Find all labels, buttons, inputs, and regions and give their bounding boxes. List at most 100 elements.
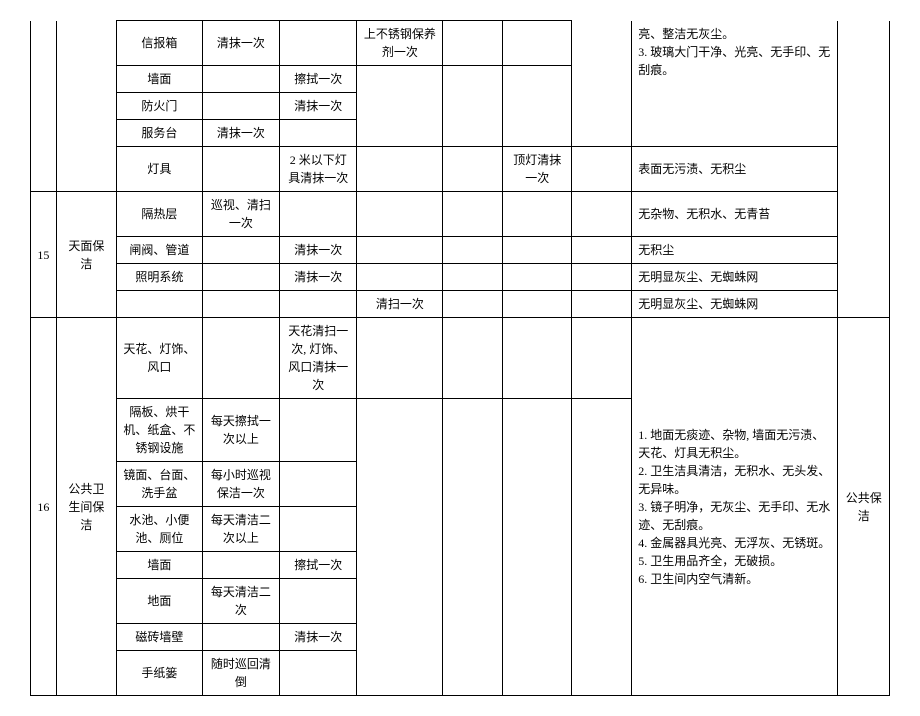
cell	[202, 147, 279, 192]
table-row: 16 公共卫生间保洁 天花、灯饰、风口 天花清扫一次, 灯饰、风口清抹一次 1.…	[31, 318, 890, 399]
cell	[443, 264, 503, 291]
cell	[503, 291, 572, 318]
cell	[280, 651, 357, 696]
cell: 表面无污渍、无积尘	[632, 147, 838, 192]
cell: 墙面	[116, 66, 202, 93]
cell	[280, 507, 357, 552]
cell	[572, 147, 632, 192]
cell	[838, 21, 890, 318]
cell: 1. 地面无痰迹、杂物, 墙面无污渍、天花、灯具无积尘。 2. 卫生洁具清洁，无…	[632, 318, 838, 696]
cell	[202, 264, 279, 291]
cell	[572, 264, 632, 291]
cell	[443, 237, 503, 264]
cell	[357, 66, 443, 147]
cell: 每天清洁二次	[202, 579, 279, 624]
cell	[280, 21, 357, 66]
cell: 公共保洁	[838, 318, 890, 696]
cell	[503, 264, 572, 291]
cleaning-schedule-table: 信报箱 清抹一次 上不锈钢保养剂一次 亮、整洁无灰尘。 3. 玻璃大门干净、光亮…	[30, 20, 890, 696]
cell	[116, 291, 202, 318]
cell: 磁砖墙壁	[116, 624, 202, 651]
cell: 无明显灰尘、无蜘蛛网	[632, 264, 838, 291]
cell: 公共卫生间保洁	[56, 318, 116, 696]
cell	[572, 237, 632, 264]
cell	[443, 147, 503, 192]
cell	[280, 579, 357, 624]
cell	[56, 21, 116, 192]
cell	[280, 291, 357, 318]
cell: 随时巡回清倒	[202, 651, 279, 696]
table-row: 信报箱 清抹一次 上不锈钢保养剂一次 亮、整洁无灰尘。 3. 玻璃大门干净、光亮…	[31, 21, 890, 66]
cell: 上不锈钢保养剂一次	[357, 21, 443, 66]
cell: 闸阀、管道	[116, 237, 202, 264]
cell: 信报箱	[116, 21, 202, 66]
cell: 服务台	[116, 120, 202, 147]
cell: 天花、灯饰、风口	[116, 318, 202, 399]
table-row: 闸阀、管道 清抹一次 无积尘	[31, 237, 890, 264]
cell	[572, 21, 632, 147]
cell	[443, 66, 503, 147]
cell: 清抹一次	[202, 120, 279, 147]
cell	[202, 318, 279, 399]
cell	[202, 237, 279, 264]
cell: 每天擦拭一次以上	[202, 399, 279, 462]
cell: 每天清洁二次以上	[202, 507, 279, 552]
cell: 无杂物、无积水、无青苔	[632, 192, 838, 237]
cell	[443, 291, 503, 318]
cell	[443, 318, 503, 399]
table-row: 清扫一次 无明显灰尘、无蜘蛛网	[31, 291, 890, 318]
cell: 水池、小便池、厕位	[116, 507, 202, 552]
cell: 擦拭一次	[280, 66, 357, 93]
cell: 防火门	[116, 93, 202, 120]
cell	[202, 624, 279, 651]
cell: 手纸篓	[116, 651, 202, 696]
cell: 清抹一次	[280, 93, 357, 120]
cell	[202, 291, 279, 318]
cell	[280, 399, 357, 462]
cell	[503, 66, 572, 147]
cell	[357, 147, 443, 192]
cell	[572, 192, 632, 237]
cell: 隔热层	[116, 192, 202, 237]
cell	[357, 318, 443, 399]
cell: 清抹一次	[280, 264, 357, 291]
cell: 清抹一次	[280, 237, 357, 264]
cell: 无明显灰尘、无蜘蛛网	[632, 291, 838, 318]
cell	[572, 291, 632, 318]
cell: 清抹一次	[202, 21, 279, 66]
cell: 顶灯清抹一次	[503, 147, 572, 192]
cell: 巡视、清扫一次	[202, 192, 279, 237]
cell: 镜面、台面、洗手盆	[116, 462, 202, 507]
table-row: 灯具 2 米以下灯具清抹一次 顶灯清抹一次 表面无污渍、无积尘	[31, 147, 890, 192]
cell: 2 米以下灯具清抹一次	[280, 147, 357, 192]
cell: 清扫一次	[357, 291, 443, 318]
cell: 墙面	[116, 552, 202, 579]
cell: 擦拭一次	[280, 552, 357, 579]
cell	[503, 21, 572, 66]
cell: 无积尘	[632, 237, 838, 264]
cell	[443, 192, 503, 237]
cell	[280, 120, 357, 147]
cell	[31, 21, 57, 192]
cell	[202, 66, 279, 93]
cell: 天花清扫一次, 灯饰、风口清抹一次	[280, 318, 357, 399]
table-row: 照明系统 清抹一次 无明显灰尘、无蜘蛛网	[31, 264, 890, 291]
cell: 灯具	[116, 147, 202, 192]
cell	[357, 264, 443, 291]
cell: 隔板、烘干机、纸盒、不锈钢设施	[116, 399, 202, 462]
cell: 亮、整洁无灰尘。 3. 玻璃大门干净、光亮、无手印、无刮痕。	[632, 21, 838, 147]
cell: 15	[31, 192, 57, 318]
cell	[443, 21, 503, 66]
cell: 天面保洁	[56, 192, 116, 318]
cell	[202, 552, 279, 579]
cell: 地面	[116, 579, 202, 624]
cell	[503, 318, 572, 399]
cell: 每小时巡视保洁一次	[202, 462, 279, 507]
cell: 照明系统	[116, 264, 202, 291]
cell	[572, 318, 632, 399]
cell	[503, 192, 572, 237]
cell	[202, 93, 279, 120]
cell	[357, 192, 443, 237]
cell: 清抹一次	[280, 624, 357, 651]
table-row: 15 天面保洁 隔热层 巡视、清扫一次 无杂物、无积水、无青苔	[31, 192, 890, 237]
